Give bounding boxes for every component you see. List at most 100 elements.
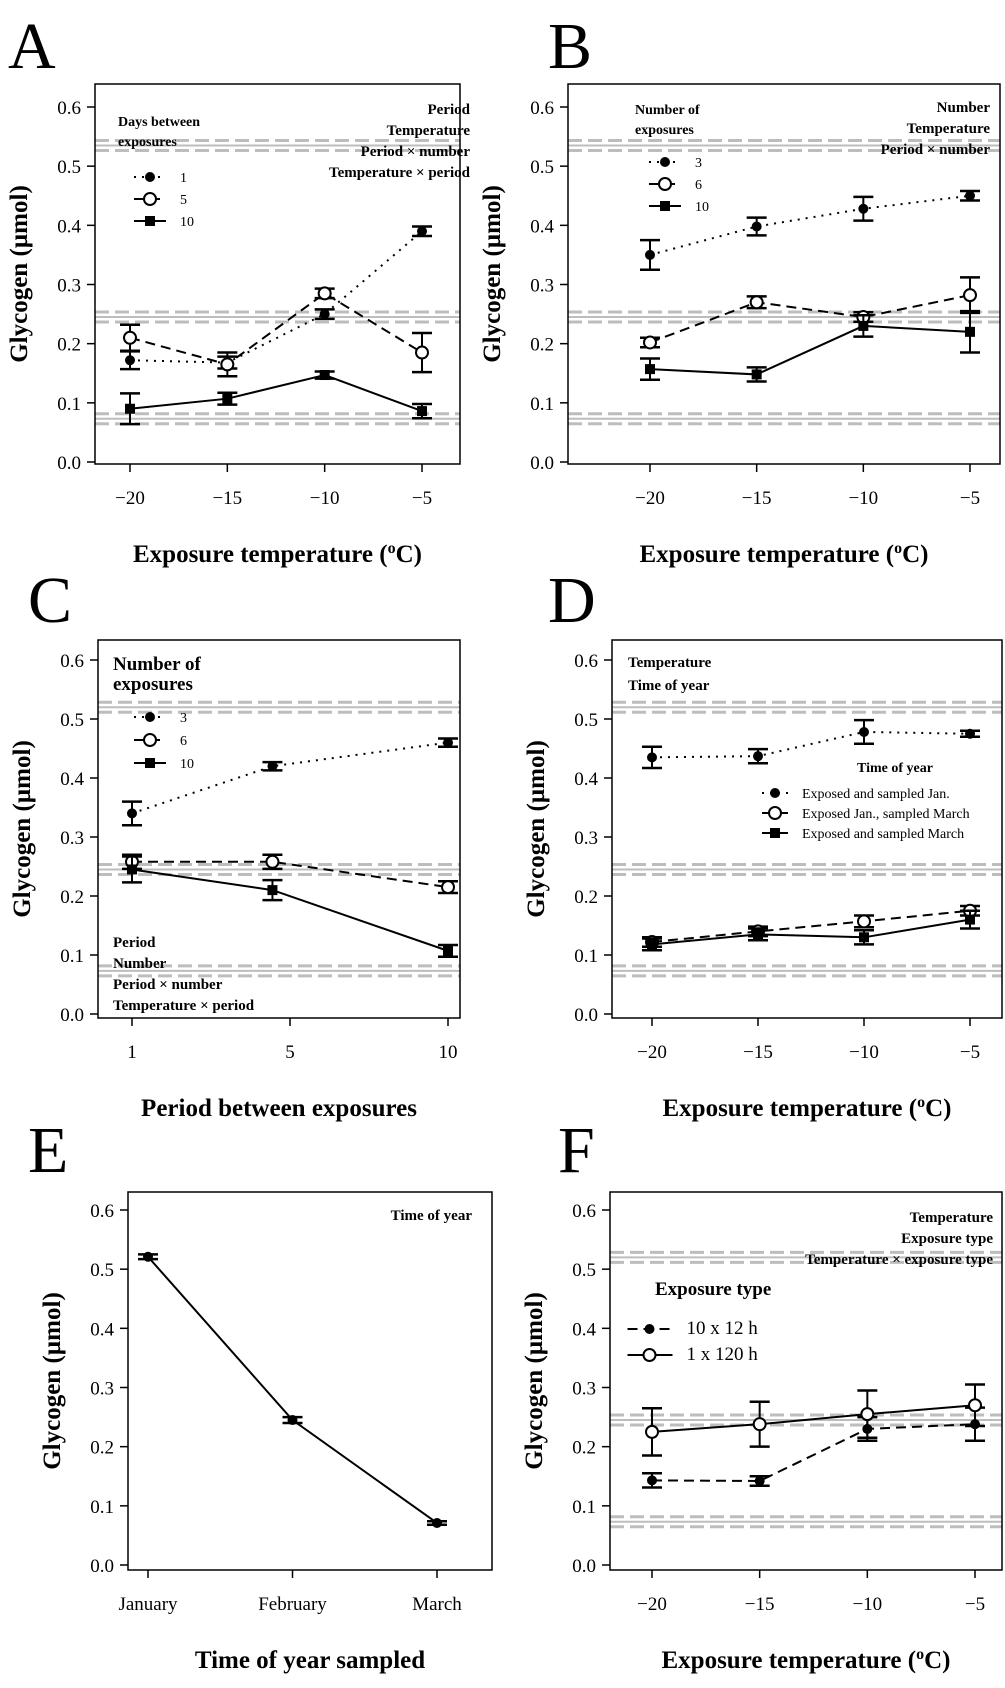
x-tick-label: −15 (745, 1594, 775, 1615)
plot-frame (611, 639, 1003, 1019)
data-point (643, 335, 657, 350)
series-line (132, 860, 449, 889)
data-point (965, 914, 975, 925)
legend-title: Days between (118, 115, 200, 130)
y-tick-label: 0.2 (574, 887, 598, 908)
y-tick-label: 0.1 (530, 394, 554, 415)
legend-label: 3 (180, 711, 187, 726)
y-tick-label: 0.3 (572, 1379, 596, 1400)
series-line (651, 1423, 976, 1482)
annotation: Period × number (113, 977, 223, 993)
x-tick-label: −20 (637, 1042, 667, 1063)
legend-marker (145, 712, 155, 722)
series-3 (640, 189, 980, 271)
legend-label: Exposed and sampled Jan. (802, 787, 950, 802)
legend-label: 1 x 120 h (687, 1344, 759, 1365)
data-point (127, 808, 137, 819)
series-line (129, 292, 423, 366)
legend-marker (658, 177, 672, 191)
y-tick-label: 0.0 (574, 1005, 598, 1026)
legend-marker (660, 157, 670, 167)
legend-marker (660, 201, 670, 211)
y-tick-label: 0.1 (90, 1497, 114, 1518)
legend-title: exposures (118, 135, 177, 150)
y-tick-label: 0.0 (530, 453, 554, 474)
y-tick-label: 0.2 (572, 1438, 596, 1459)
legend-marker (143, 192, 157, 206)
y-tick-label: 0.5 (530, 157, 554, 178)
series-10 (120, 370, 432, 426)
plot-frame (94, 83, 461, 465)
series-3 (122, 737, 458, 827)
x-tick-label: −20 (115, 488, 145, 509)
data-point (965, 728, 975, 739)
data-point (415, 345, 429, 360)
panel-letter: F (558, 1114, 595, 1187)
data-point (143, 1251, 153, 1262)
data-point (267, 761, 278, 772)
y-tick-label: 0.5 (57, 157, 81, 178)
y-tick-label: 0.0 (90, 1556, 114, 1577)
series-10 (122, 855, 458, 959)
panel-D: D 0.0 0.1 0.2 0.3 0.4 0.5 0.6 −20 −15 −10 −5 Glycoge… (523, 564, 1003, 1122)
data-point (417, 406, 427, 417)
legend: Time of year Exposed and sampled Jan. Expo… (762, 761, 970, 842)
data-point (968, 1398, 982, 1413)
annotation: Exposure type (901, 1231, 993, 1247)
annotation: Period (113, 935, 156, 951)
panel-B: B 0.0 0.1 0.2 0.3 0.4 0.5 0.6 −20 −15 −10 −5 Glycoge… (479, 10, 1001, 568)
x-axis-title-superscript: o (916, 1646, 924, 1663)
series-1-x-120-h (642, 1383, 985, 1457)
y-tick-label: 0.4 (572, 1319, 596, 1340)
panel-A: A 0.0 0.1 0.2 0.3 0.4 0.5 0.6 −20 −15 −10 −5 Glycoge… (6, 10, 471, 568)
legend-label: 6 (180, 734, 187, 749)
x-axis-title: Exposure temperature (oC) (663, 1094, 952, 1122)
x-tick-label: −20 (637, 1594, 667, 1615)
legend: Number of exposures 3 6 10 (635, 103, 709, 215)
x-axis-title-text: Exposure temperature ( (640, 541, 895, 568)
legend-label: Exposed Jan., sampled March (802, 807, 970, 822)
y-tick-label: 0.3 (530, 276, 554, 297)
panel-E: E 0.0 0.1 0.2 0.3 0.4 0.5 0.6 January February Mar… (28, 1114, 493, 1674)
x-tick-label: 10 (439, 1042, 458, 1063)
x-tick-label: January (118, 1594, 178, 1615)
y-tick-label: 0.4 (90, 1319, 114, 1340)
series-10 (640, 309, 980, 383)
data-point (751, 369, 762, 380)
y-tick-label: 0.6 (60, 651, 84, 672)
data-point (965, 190, 975, 201)
plot-frame (609, 1191, 1003, 1571)
y-tick-label: 0.3 (60, 828, 84, 849)
x-tick-label: −5 (960, 488, 980, 509)
y-tick-label: 0.5 (90, 1260, 114, 1281)
y-tick-label: 0.6 (530, 98, 554, 119)
panel-letter: E (28, 1114, 68, 1187)
data-point (647, 1475, 657, 1486)
data-point (443, 737, 453, 748)
data-point (645, 1424, 659, 1439)
legend: Days between exposures 1 5 10 (118, 115, 200, 230)
x-tick-label: −5 (412, 488, 432, 509)
y-axis-title: Glycogen (µmol) (9, 740, 36, 918)
y-tick-label: 0.6 (574, 651, 598, 672)
data-point (432, 1517, 442, 1528)
y-tick-label: 0.3 (574, 828, 598, 849)
series-line (131, 741, 449, 815)
data-point (125, 355, 135, 366)
x-tick-label: −15 (212, 488, 242, 509)
x-axis-title-unit: C) (396, 541, 422, 568)
legend-label: 10 (180, 215, 194, 230)
legend-title: Exposure type (655, 1279, 771, 1300)
data-point (441, 880, 455, 895)
x-axis-title: Time of year sampled (195, 1647, 425, 1674)
x-axis-title-text: Exposure temperature ( (133, 541, 388, 568)
series-line (649, 194, 971, 256)
x-tick-label: March (412, 1594, 462, 1615)
data-point (645, 249, 655, 260)
x-axis-title: Exposure temperature (oC) (662, 1646, 951, 1674)
data-point (753, 929, 763, 940)
legend-label: 10 (695, 200, 709, 215)
data-point (127, 864, 137, 875)
legend-marker (143, 733, 157, 747)
